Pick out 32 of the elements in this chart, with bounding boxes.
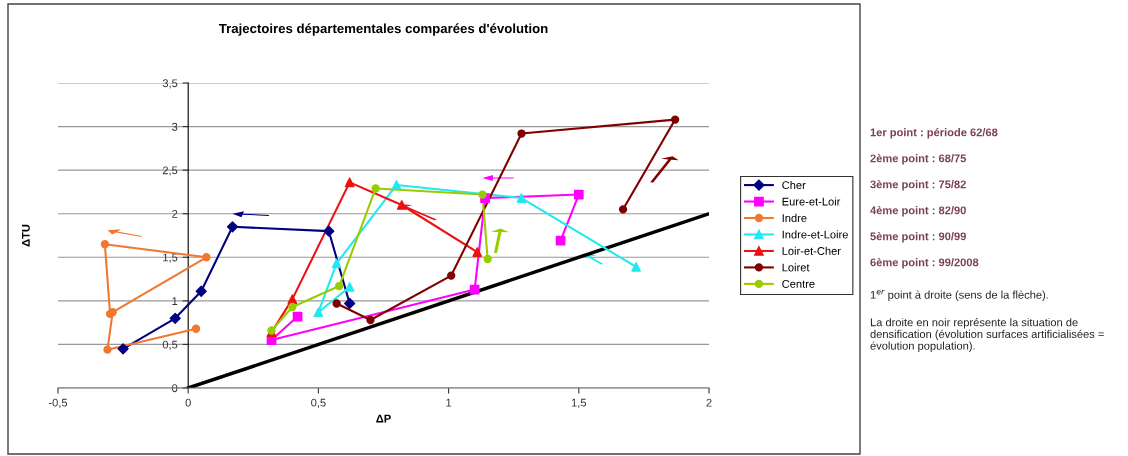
legend-label: Indre-et-Loire — [782, 230, 848, 239]
x-tick-label: -0,5 — [48, 398, 68, 408]
x-tick-label: 0 — [185, 398, 191, 407]
y-tick-label: 2 — [172, 209, 178, 218]
text: La droite en noir représente la situation de densification (évolution surfaces artificialisées = évolution population). — [870, 318, 1104, 352]
y-tick-label: 3,5 — [162, 79, 178, 89]
legend-label: Loiret — [782, 263, 810, 272]
legend-label: Loir-et-Cher — [782, 246, 841, 255]
chart-title: Trajectoires départementales comparées d'évolution — [218, 23, 548, 36]
y-tick-label: 0,5 — [162, 340, 178, 350]
text: 1er point : période 62/68 — [870, 128, 998, 139]
x-axis-title: ΔP — [376, 414, 391, 423]
y-tick-label: 3 — [172, 122, 178, 131]
y-tick-label: 1 — [172, 297, 178, 305]
y-tick-label: 1,5 — [163, 253, 178, 263]
text: 2ème point : 68/75 — [870, 154, 967, 165]
x-tick-label: 2 — [706, 398, 712, 407]
legend-label: Eure-et-Loir — [782, 197, 841, 206]
legend-label: Centre — [782, 280, 815, 288]
x-tick-label: 1,5 — [571, 398, 587, 408]
legend-label: Indre — [782, 213, 807, 223]
text: 3ème point : 75/82 — [870, 180, 966, 191]
text: 4ème point : 82/90 — [870, 206, 966, 217]
legend-label: Cher — [782, 180, 806, 190]
x-tick-label: 0,5 — [311, 398, 326, 408]
x-tick-label: 1 — [446, 398, 452, 407]
y-tick-label: 0 — [172, 384, 178, 393]
y-tick-label: 2,5 — [162, 166, 178, 176]
text: 5ème point : 90/99 — [870, 232, 966, 243]
text: 6ème point : 99/2008 — [870, 258, 979, 269]
y-axis-title: ΔTU — [22, 224, 30, 247]
text: 1$^{er}$ point à droite (sens de la flèche). — [870, 290, 1048, 301]
